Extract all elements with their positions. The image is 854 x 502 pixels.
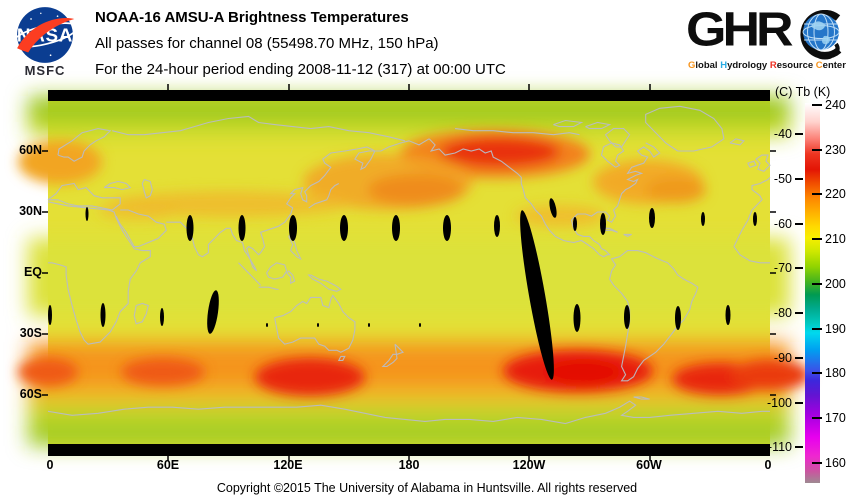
ghrc-letters: GHR: [686, 3, 794, 57]
kelvin-tick: [812, 104, 822, 106]
celsius-tick-label: -60: [773, 217, 792, 231]
celsius-tick-label: -50: [773, 172, 792, 186]
celsius-tick-label: -80: [773, 306, 792, 320]
lon-axis-label: 120E: [273, 458, 303, 472]
celsius-tick: [795, 267, 803, 269]
celsius-tick: [795, 178, 803, 180]
lon-axis-label: 60E: [156, 458, 180, 472]
tagline-text: esource: [776, 60, 816, 71]
kelvin-tick-label: 220: [825, 187, 846, 201]
tagline-letter: R: [769, 60, 777, 71]
coastlines: [47, 105, 771, 425]
celsius-tick-label: -70: [773, 261, 792, 275]
tagline-letter: G: [688, 60, 696, 71]
lon-axis-label: 0: [764, 458, 772, 472]
colorbar: [805, 103, 820, 483]
ghrc-globe-icon: [798, 9, 844, 60]
data-gap-marks: [48, 198, 757, 380]
kelvin-tick: [812, 372, 822, 374]
lon-axis-label: 180: [398, 458, 420, 472]
lat-axis-label: 30S: [19, 326, 42, 340]
tagline-text: ydrology: [727, 60, 770, 71]
kelvin-tick-label: 160: [825, 456, 846, 470]
kelvin-tick: [812, 283, 822, 285]
tagline-letter: C: [815, 60, 823, 71]
lat-axis-label: EQ: [23, 265, 42, 279]
kelvin-tick-label: 200: [825, 277, 846, 291]
north-polar-gap: [48, 90, 770, 101]
celsius-tick: [795, 357, 803, 359]
celsius-tick-label: -40: [773, 127, 792, 141]
kelvin-tick: [812, 149, 822, 151]
tagline-text: lobal: [695, 60, 721, 71]
kelvin-tick: [812, 238, 822, 240]
celsius-tick: [795, 133, 803, 135]
ghrc-logo: GHR Global Hydrology Resource Center: [686, 3, 852, 78]
tagline-text: enter: [822, 60, 846, 71]
ghrc-tagline: Global Hydrology Resource Center: [688, 60, 846, 71]
colorbar-header: (C) Tb (K): [775, 85, 831, 99]
kelvin-tick: [812, 417, 822, 419]
kelvin-tick-label: 240: [825, 98, 846, 112]
celsius-tick-label: -110: [767, 440, 792, 454]
lat-axis-label: 60N: [19, 143, 42, 157]
plot-subtitle-channel: All passes for channel 08 (55498.70 MHz,…: [95, 35, 439, 52]
celsius-tick: [795, 402, 803, 404]
kelvin-tick-label: 210: [825, 232, 846, 246]
axis-ticks: [42, 84, 776, 461]
kelvin-tick: [812, 462, 822, 464]
plot-title: NOAA-16 AMSU-A Brightness Temperatures: [95, 9, 409, 26]
plot-subtitle-period: For the 24-hour period ending 2008-11-12…: [95, 61, 506, 78]
kelvin-tick-label: 180: [825, 366, 846, 380]
tagline-letter: H: [720, 60, 728, 71]
lon-axis-label: 0: [46, 458, 54, 472]
lon-axis-label: 120W: [512, 458, 546, 472]
celsius-tick: [795, 223, 803, 225]
kelvin-tick-label: 170: [825, 411, 846, 425]
celsius-tick-label: -100: [766, 396, 792, 410]
kelvin-tick: [812, 193, 822, 195]
large-swath-gap: [520, 210, 554, 380]
south-polar-gap: [48, 444, 770, 456]
kelvin-tick: [812, 328, 822, 330]
warm-anomaly-blobs: [18, 130, 810, 396]
brightness-temperature-map: [18, 84, 810, 461]
kelvin-tick-label: 230: [825, 143, 846, 157]
nasa-logo-icon: NASA: [10, 5, 80, 65]
lat-axis-label: 60S: [19, 387, 42, 401]
msfc-caption: MSFC: [24, 63, 66, 78]
lon-axis-label: 60W: [636, 458, 662, 472]
celsius-tick-label: -90: [773, 351, 792, 365]
celsius-tick: [795, 446, 803, 448]
copyright-text: Copyright ©2015 The University of Alabam…: [216, 481, 638, 495]
lat-axis-label: 30N: [19, 204, 42, 218]
celsius-tick: [795, 312, 803, 314]
kelvin-tick-label: 190: [825, 322, 846, 336]
